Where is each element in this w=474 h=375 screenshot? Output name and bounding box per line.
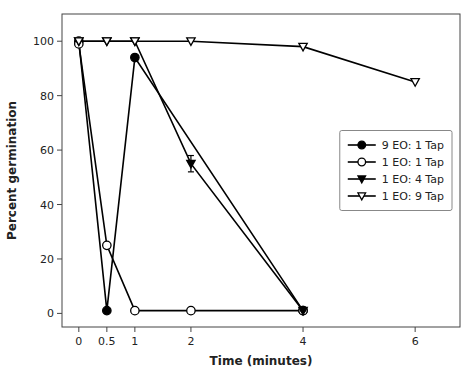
- series-line: [79, 41, 303, 310]
- data-point: [187, 38, 195, 46]
- data-point: [299, 306, 307, 314]
- data-point: [187, 306, 195, 314]
- data-point: [131, 38, 139, 46]
- y-tick: [57, 41, 62, 42]
- x-tick-label: 2: [187, 335, 194, 348]
- legend-label: 1 EO: 4 Tap: [382, 173, 444, 186]
- error-cap: [188, 171, 194, 172]
- x-tick: [415, 327, 416, 332]
- y-axis-label: Percent germination: [5, 101, 19, 240]
- legend-marker: [358, 141, 366, 149]
- x-tick-label: 1: [131, 335, 138, 348]
- y-tick: [57, 258, 62, 259]
- x-tick-label: 0: [75, 335, 82, 348]
- data-point: [131, 53, 139, 61]
- y-tick-label: 100: [33, 35, 54, 48]
- data-point: [299, 307, 307, 315]
- data-point: [187, 160, 195, 168]
- y-tick-label: 80: [40, 90, 54, 103]
- y-tick-label: 40: [40, 199, 54, 212]
- series-line: [79, 41, 415, 82]
- data-point: [75, 38, 83, 46]
- chart: 00.51246020406080100Time (minutes)Percen…: [0, 0, 474, 375]
- y-tick: [57, 204, 62, 205]
- legend-marker: [358, 158, 366, 166]
- x-tick-label: 4: [300, 335, 307, 348]
- error-cap: [188, 155, 194, 156]
- y-tick-label: 0: [47, 307, 54, 320]
- y-tick-label: 20: [40, 253, 54, 266]
- y-tick-label: 60: [40, 144, 54, 157]
- x-axis-label: Time (minutes): [210, 354, 313, 368]
- data-point: [411, 79, 419, 87]
- data-point: [299, 306, 307, 314]
- data-point: [103, 241, 111, 249]
- legend-box: [340, 131, 452, 211]
- plot-frame: [62, 14, 460, 327]
- x-tick: [106, 327, 107, 332]
- x-tick: [78, 327, 79, 332]
- x-tick-label: 6: [412, 335, 419, 348]
- x-tick-label: 0.5: [98, 335, 116, 348]
- legend-label: 1 EO: 9 Tap: [382, 190, 444, 203]
- y-tick: [57, 95, 62, 96]
- legend: 9 EO: 1 Tap 1 EO: 1 Tap 1 EO: 4 Tap 1 EO: 9…: [340, 131, 452, 211]
- x-tick: [303, 327, 304, 332]
- x-tick: [190, 327, 191, 332]
- legend-marker: [358, 176, 366, 183]
- legend-label: 1 EO: 1 Tap: [382, 156, 444, 169]
- legend-marker: [358, 193, 366, 200]
- series-line: [79, 41, 303, 310]
- legend-label: 9 EO: 1 Tap: [382, 139, 444, 152]
- data-point: [131, 306, 139, 314]
- data-point: [299, 43, 307, 51]
- data-point: [103, 38, 111, 46]
- y-tick: [57, 313, 62, 314]
- x-tick: [134, 327, 135, 332]
- series-line: [79, 44, 303, 311]
- y-tick: [57, 150, 62, 151]
- data-point: [103, 306, 111, 314]
